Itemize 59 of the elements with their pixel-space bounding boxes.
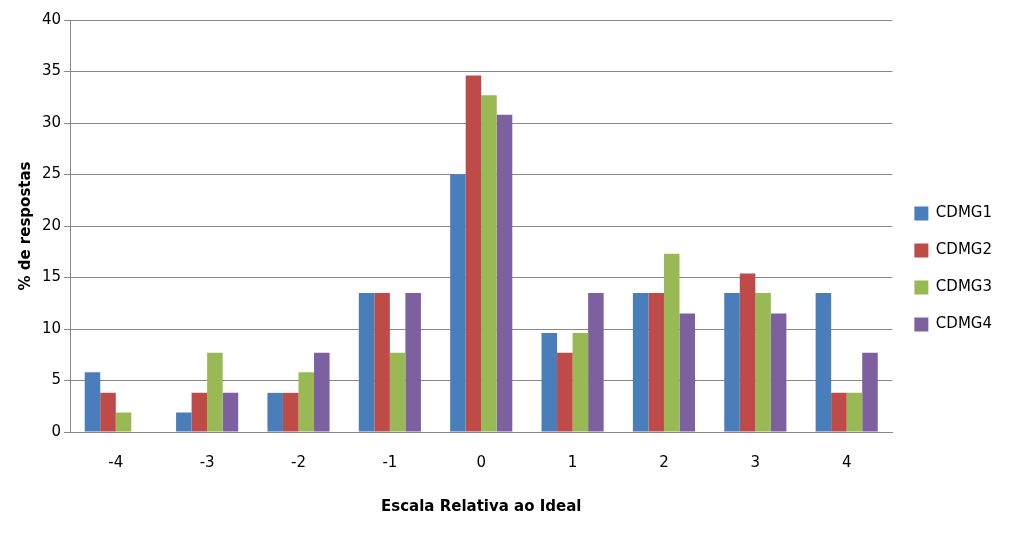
bar: [557, 352, 573, 432]
bar: [541, 333, 558, 432]
bar: [724, 292, 740, 432]
y-tick-label: 10: [41, 318, 62, 337]
bar: [314, 352, 330, 432]
x-tick-label: -2: [291, 452, 306, 471]
legend-label: CDMG3: [935, 277, 993, 296]
bar: [465, 75, 482, 432]
y-tick-label: 40: [41, 9, 62, 28]
bar: [831, 392, 847, 432]
bar: [481, 95, 497, 432]
bar: [496, 114, 513, 432]
x-axis-title: Escala Relativa ao Ideal: [380, 496, 582, 515]
x-tick-label: -1: [382, 452, 398, 471]
bar: [846, 392, 863, 432]
bar: [222, 392, 239, 432]
y-tick-label: 25: [41, 164, 62, 183]
legend-label: CDMG1: [935, 203, 993, 222]
bar: [679, 313, 696, 432]
x-tick-label: 2: [659, 452, 669, 471]
bar: [588, 292, 604, 432]
bar: [374, 292, 390, 432]
bar: [405, 292, 421, 432]
bar: [282, 392, 299, 432]
bar: [358, 292, 375, 432]
bar: [648, 292, 664, 432]
x-tick-label: 3: [750, 452, 761, 471]
bar: [84, 372, 101, 432]
x-tick-label: 0: [476, 452, 486, 471]
bar: [739, 273, 756, 432]
bar: [815, 292, 832, 432]
bar: [450, 174, 466, 432]
y-tick-label: 35: [41, 61, 62, 80]
bar: [207, 352, 223, 432]
bar: [389, 352, 406, 432]
bar: [191, 392, 208, 432]
x-tick-label: -3: [199, 452, 215, 471]
legend-label: CDMG4: [935, 314, 993, 333]
bar: [862, 352, 878, 432]
x-tick-label: 4: [841, 452, 852, 471]
y-tick-label: 5: [51, 370, 62, 389]
bar: [572, 333, 589, 432]
x-tick-label: 1: [567, 452, 578, 471]
bar: [100, 392, 116, 432]
bar: [298, 372, 315, 432]
y-tick-label: 20: [41, 215, 62, 234]
bar: [115, 412, 132, 432]
bar: [632, 292, 649, 432]
y-tick-label: 15: [41, 267, 62, 286]
bar: [176, 412, 192, 432]
y-axis-title: % de respostas: [15, 161, 34, 291]
bar: [267, 392, 283, 432]
bar: [663, 253, 680, 432]
bar: [755, 292, 771, 432]
bar: [770, 313, 787, 432]
legend-label: CDMG2: [935, 240, 993, 259]
y-tick-label: 0: [51, 421, 62, 440]
y-tick-label: 30: [41, 112, 62, 131]
x-tick-label: -4: [108, 452, 124, 471]
